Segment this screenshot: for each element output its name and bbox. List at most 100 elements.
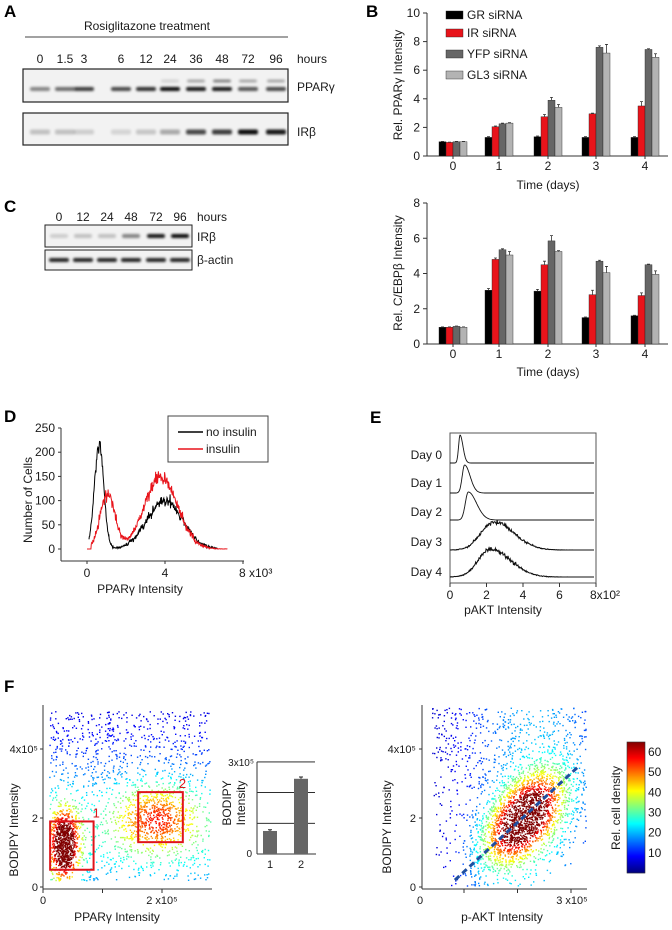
scatter-point: [538, 810, 541, 812]
scatter-point: [186, 792, 188, 794]
scatter-point: [104, 740, 107, 742]
scatter-point: [161, 839, 163, 841]
scatter-point: [513, 844, 515, 846]
scatter-point: [66, 851, 68, 853]
scatter-point: [550, 793, 553, 796]
scatter-point: [89, 857, 91, 859]
scatter-point: [185, 829, 187, 831]
scatter-point: [477, 867, 479, 870]
scatter-point: [178, 859, 180, 861]
scatter-point: [533, 782, 536, 784]
scatter-point: [88, 736, 91, 738]
scatter-point: [65, 873, 67, 875]
scatter-point: [534, 809, 536, 811]
scatter-point: [157, 834, 159, 837]
scatter-point: [542, 793, 544, 796]
scatter-point: [511, 823, 514, 825]
scatter-point: [81, 738, 84, 741]
scatter-point: [151, 795, 153, 798]
scatter-point: [189, 814, 191, 816]
scatter-point: [556, 821, 558, 823]
scatter-point: [547, 815, 550, 817]
scatter-point: [58, 859, 60, 862]
scatter-point: [54, 739, 56, 741]
scatter-point: [188, 746, 190, 749]
scatter-point: [126, 837, 128, 839]
scatter-point: [56, 831, 58, 834]
scatter-point: [145, 801, 148, 804]
scatter-point: [55, 850, 57, 852]
d-ylabel: Number of Cells: [21, 457, 35, 543]
scatter-point: [96, 776, 98, 779]
scatter-point: [172, 792, 174, 795]
scatter-point: [169, 807, 171, 810]
scatter-point: [179, 786, 181, 788]
scatter-point: [68, 816, 70, 818]
scatter-point: [130, 843, 132, 846]
scatter-point: [516, 819, 518, 821]
scatter-point: [61, 773, 63, 775]
scatter-point: [474, 821, 476, 823]
scatter-point: [147, 796, 149, 798]
scatter-point: [478, 824, 481, 826]
scatter-point: [469, 870, 472, 872]
scatter-point: [555, 812, 557, 814]
scatter-point: [64, 836, 66, 838]
scatter-point: [516, 833, 518, 835]
scatter-point: [124, 759, 127, 761]
error-bar: [654, 53, 657, 58]
scatter-point: [152, 827, 154, 829]
scatter-point: [66, 858, 69, 861]
scatter-point: [108, 711, 110, 713]
scatter-point: [82, 816, 84, 819]
scatter-point: [188, 798, 190, 800]
scatter-point: [92, 756, 95, 758]
scatter-point: [84, 846, 86, 848]
scatter-point: [84, 829, 86, 832]
scatter-point: [62, 727, 64, 730]
scatter-point: [65, 852, 67, 854]
scatter-point: [490, 827, 492, 830]
scatter-point: [154, 806, 156, 808]
scatter-point: [492, 837, 494, 839]
scatter-point: [555, 810, 557, 812]
scatter-point: [72, 842, 74, 844]
scatter-point: [166, 813, 168, 815]
scatter-point: [56, 848, 59, 850]
scatter-point: [69, 866, 71, 868]
scatter-point: [528, 794, 531, 797]
scatter-point: [480, 876, 482, 878]
scatter-point: [53, 850, 55, 852]
scatter-point: [130, 754, 132, 757]
scatter-point: [537, 810, 539, 812]
scatter-point: [140, 725, 142, 727]
scatter-point: [525, 843, 527, 845]
scatter-point: [181, 748, 183, 751]
scatter-point: [510, 863, 512, 865]
scatter-point: [510, 866, 512, 868]
scatter-point: [534, 840, 536, 842]
scatter-point: [69, 714, 71, 717]
scatter-point: [545, 790, 548, 792]
scatter-point: [57, 851, 60, 854]
bar: [651, 57, 660, 157]
scatter-point: [527, 814, 530, 817]
scatter-point: [480, 836, 482, 839]
scatter-point: [59, 764, 61, 766]
scatter-point: [63, 832, 66, 835]
scatter-point: [522, 770, 525, 772]
scatter-point: [121, 773, 123, 775]
scatter-point: [170, 839, 172, 841]
scatter-point: [206, 712, 209, 714]
scatter-point: [544, 751, 546, 753]
scatter-point: [75, 845, 77, 847]
scatter-point: [498, 762, 500, 765]
y-tick-label: 100: [35, 494, 55, 508]
legend-label: YFP siRNA: [467, 47, 527, 61]
scatter-point: [63, 865, 65, 867]
scatter-point: [148, 823, 151, 826]
scatter-point: [515, 846, 517, 848]
scatter-point: [520, 852, 522, 854]
scatter-point: [524, 839, 526, 841]
scatter-point: [66, 834, 69, 836]
